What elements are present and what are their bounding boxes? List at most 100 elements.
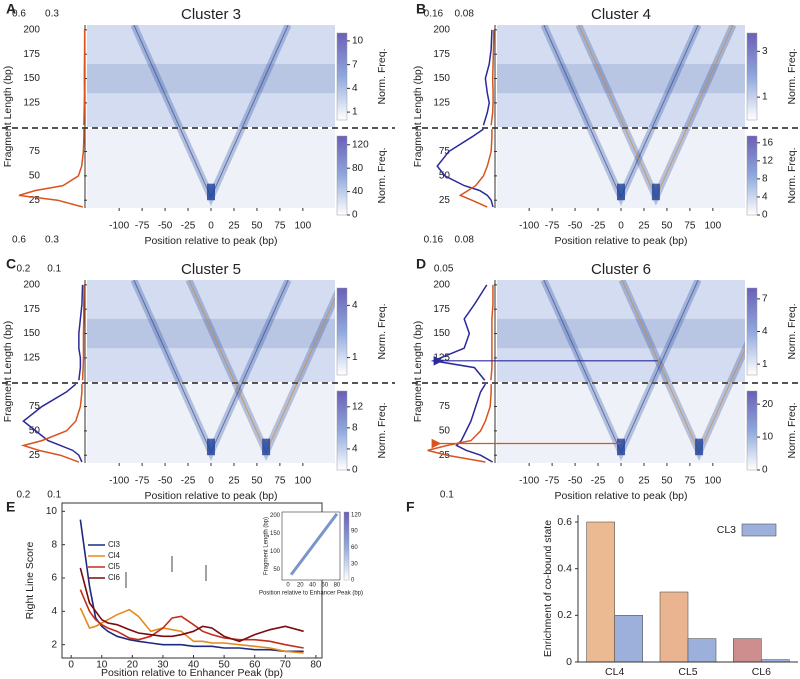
profile-tick-label: 0.3	[45, 235, 59, 246]
colorbar-label: Norm. Freq.	[786, 48, 798, 104]
y-axis-label: Fragment Length (bp)	[2, 321, 14, 423]
colorbar-tick-label: 120	[352, 139, 369, 150]
y-tick-label: 0.4	[557, 562, 572, 574]
x-axis-label: Position relative to peak (bp)	[144, 490, 277, 502]
x-tick-label: 0	[208, 476, 214, 487]
profile-line	[490, 284, 494, 381]
legend-swatch	[741, 523, 777, 537]
chart-title: Cluster 6	[591, 261, 651, 278]
legend-label: Cl4	[108, 551, 121, 560]
y-tick-label: 150	[23, 328, 40, 339]
line-series	[79, 567, 304, 643]
y-tick-label: 200	[433, 280, 450, 291]
heatmap	[497, 25, 745, 208]
heatmap-top	[87, 280, 335, 382]
profile-tick-label: 0.16	[424, 9, 444, 20]
profile-line	[427, 384, 492, 463]
colorbar-tick-label: 0	[762, 465, 768, 476]
x-tick-label: 75	[274, 221, 286, 232]
heatmap	[87, 25, 335, 208]
y-tick-label: 4	[51, 606, 57, 617]
y-tick-label: 200	[433, 25, 450, 36]
x-axis-label: Position relative to peak (bp)	[554, 490, 687, 502]
x-tick-label: CL6	[752, 666, 771, 678]
y-tick-label: 8	[51, 539, 57, 550]
x-tick-label: -25	[591, 221, 606, 232]
x-tick-label: -75	[135, 476, 150, 487]
line-series	[79, 589, 304, 649]
x-tick-label: 50	[251, 476, 263, 487]
y-tick-label: 150	[23, 73, 40, 84]
y-tick-label: 125	[23, 353, 40, 364]
inset-x-tick-label: 0	[286, 583, 290, 589]
bar	[733, 638, 762, 663]
line-series	[79, 607, 304, 654]
x-tick-label: CL4	[605, 666, 624, 678]
apex-spot	[617, 183, 625, 201]
colorbar-label: Norm. Freq.	[786, 402, 798, 458]
x-axis-label: Position relative to peak (bp)	[144, 235, 277, 247]
profile-line	[482, 29, 493, 126]
inset-y-tick-label: 150	[270, 531, 281, 537]
profile-line	[78, 284, 84, 381]
x-tick-label: 0	[208, 221, 214, 232]
line-series	[79, 519, 304, 653]
y-tick-label: 25	[439, 195, 451, 206]
x-tick-label: -25	[181, 221, 196, 232]
colorbar	[336, 135, 348, 216]
y-tick-label: 175	[433, 304, 450, 315]
colorbar-tick-label: 0	[352, 210, 358, 221]
profile-line	[18, 129, 85, 208]
panel-label: F	[406, 499, 415, 515]
profile-tick-label: 0.08	[454, 9, 474, 20]
x-tick-label: -100	[519, 221, 539, 232]
y-tick-label: 175	[433, 49, 450, 60]
y-tick-label: 75	[29, 146, 41, 157]
x-tick-label: 100	[295, 476, 312, 487]
y-tick-label: 25	[29, 195, 41, 206]
colorbar-label: Norm. Freq.	[786, 147, 798, 203]
y-tick-label: 175	[23, 304, 40, 315]
profile-line	[430, 284, 488, 381]
colorbar-tick-label: 4	[762, 326, 768, 337]
profile-tick-label: 0.3	[45, 9, 59, 20]
chart-title: Cluster 4	[591, 6, 651, 23]
colorbar-tick-label: 4	[762, 192, 768, 203]
colorbar-tick-label: 10	[762, 432, 774, 443]
heatmap	[87, 280, 335, 463]
colorbar-tick-label: 10	[352, 36, 364, 47]
profile-line	[20, 384, 83, 463]
bar	[614, 615, 643, 663]
heatmap-top	[497, 280, 745, 382]
y-tick-label: 75	[439, 146, 451, 157]
profile-tick-label: 0.05	[434, 264, 454, 275]
inset-x-label: Position relative to Enhancer Peak (bp)	[259, 591, 363, 597]
chart-title: Cluster 5	[181, 261, 241, 278]
colorbar-label: Norm. Freq.	[376, 147, 388, 203]
colorbar-tick-label: 7	[762, 294, 768, 305]
heatmap	[497, 280, 745, 463]
profile-line	[83, 29, 86, 126]
x-tick-label: 100	[705, 221, 722, 232]
inset-x-tick-label: 20	[297, 583, 304, 589]
y-axis-label: Fragment Length (bp)	[2, 66, 14, 168]
profile-tick-label: 0.6	[12, 9, 26, 20]
y-tick-label: 2	[51, 639, 57, 650]
x-tick-label: -75	[135, 221, 150, 232]
plot-frame	[61, 502, 323, 659]
x-tick-label: -100	[519, 476, 539, 487]
colorbar-tick-label: 3	[762, 46, 768, 57]
x-tick-label: -50	[158, 476, 173, 487]
inset-y-tick-label: 100	[270, 549, 281, 555]
x-tick-label: 50	[219, 660, 231, 671]
colorbar-tick-label: 1	[352, 352, 358, 363]
y-tick-label: 50	[29, 426, 41, 437]
y-tick-label: 200	[23, 25, 40, 36]
x-tick-label: 25	[228, 221, 240, 232]
x-tick-label: 0	[618, 476, 624, 487]
x-tick-label: 60	[249, 660, 261, 671]
y-tick-label: 50	[439, 426, 451, 437]
x-tick-label: 50	[661, 221, 673, 232]
